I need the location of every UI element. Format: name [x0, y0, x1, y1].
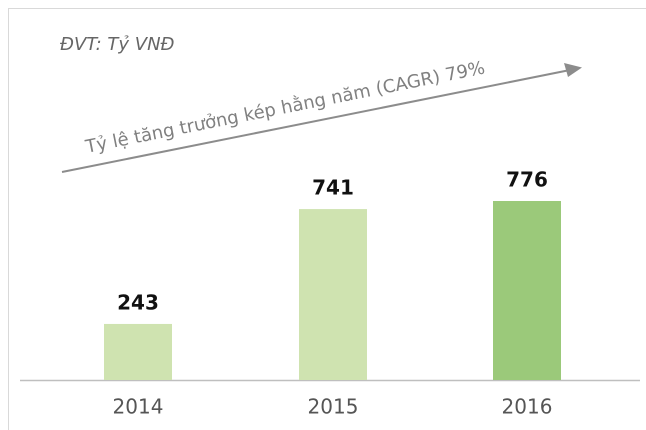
unit-label: ĐVT: Tỷ VNĐ [60, 34, 175, 55]
x-tick-label: 2014 [113, 395, 164, 419]
x-tick-label: 2016 [502, 395, 553, 419]
value-label: 243 [117, 290, 159, 314]
bar [104, 323, 172, 380]
cagr-annotation: Tỷ lệ tăng trưởng kép hằng năm (CAGR) 79… [83, 58, 487, 158]
value-label: 741 [312, 176, 354, 200]
trend-arrow-line [61, 69, 571, 173]
trend-arrow-head [564, 63, 582, 77]
value-label: 776 [506, 168, 548, 192]
x-tick-label: 2015 [308, 395, 359, 419]
frame [8, 8, 646, 430]
bar [493, 201, 561, 380]
bar [299, 209, 367, 380]
